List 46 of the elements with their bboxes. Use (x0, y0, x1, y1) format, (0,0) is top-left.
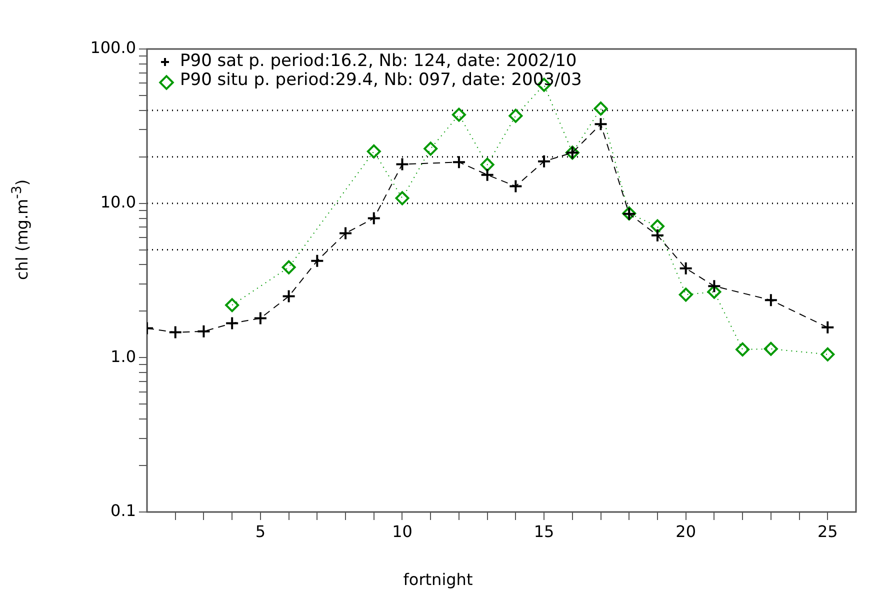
point (338, 226, 353, 240)
point (310, 254, 324, 268)
point (736, 342, 750, 356)
point (764, 342, 778, 356)
point (508, 179, 523, 194)
point (764, 293, 778, 308)
y-tick-label: 1.0 (110, 346, 136, 366)
point (707, 279, 722, 294)
point (282, 260, 296, 274)
point (650, 228, 664, 242)
point (424, 142, 438, 156)
point (395, 157, 410, 172)
point (820, 320, 835, 334)
y-tick-label: 100.0 (90, 38, 136, 58)
point (678, 261, 693, 276)
x-tick-label: 10 (392, 522, 412, 541)
y-tick-label: 10.0 (100, 192, 136, 212)
point (508, 108, 523, 123)
x-tick-label: 25 (817, 522, 838, 541)
x-axis-title: fortnight (402, 570, 474, 589)
point (707, 284, 722, 299)
point (253, 311, 268, 326)
point (820, 347, 835, 362)
x-tick-label: 20 (676, 522, 696, 541)
point (366, 211, 381, 226)
legend-label: P90 sat p. period:16.2, Nb: 124, date: 2002/10 (180, 51, 577, 71)
y-tick-label: 0.1 (110, 501, 136, 520)
x-tick-label: 15 (534, 522, 554, 541)
point (196, 324, 211, 338)
point (452, 155, 466, 170)
point (225, 316, 240, 330)
point (480, 168, 494, 182)
point (480, 158, 494, 172)
point (594, 102, 608, 116)
point (225, 298, 240, 312)
point (594, 117, 608, 132)
point (678, 288, 693, 302)
point (650, 219, 664, 234)
point (168, 325, 182, 340)
x-tick-label: 5 (255, 522, 266, 541)
point (537, 154, 552, 168)
point (452, 108, 466, 122)
point (282, 289, 296, 304)
point (366, 144, 381, 158)
legend-label: P90 situ p. period:29.4, Nb: 097, date: 2003/03 (180, 70, 582, 90)
point (395, 191, 410, 206)
